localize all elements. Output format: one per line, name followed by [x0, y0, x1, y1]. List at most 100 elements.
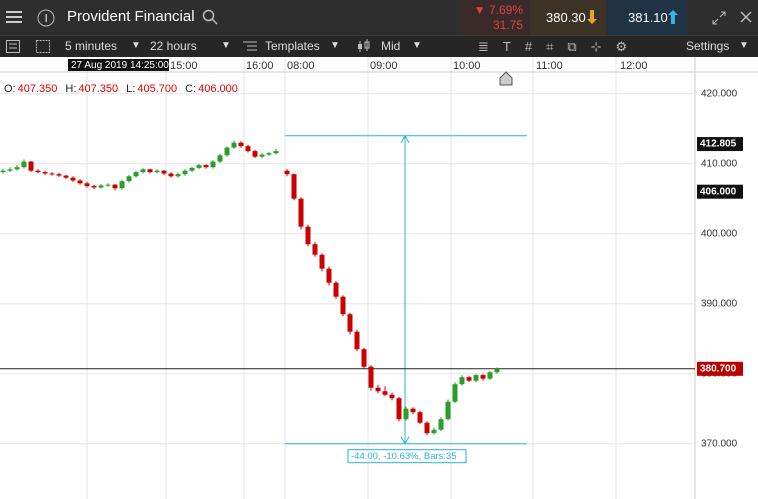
candle-body [431, 429, 437, 434]
candle-body [91, 186, 97, 188]
candle-body [112, 184, 118, 189]
time-label: 12:00 [620, 60, 648, 72]
time-label: 11:00 [536, 60, 563, 72]
candle-body [305, 226, 311, 245]
templates-icon[interactable] [243, 40, 257, 53]
candle-body [266, 153, 272, 155]
dropdown-arrow[interactable]: ▼ [412, 40, 422, 51]
candle-body [445, 401, 451, 420]
time-label: 10:00 [453, 60, 481, 72]
dropdown-arrow[interactable]: ▼ [330, 40, 340, 51]
candle-body [389, 394, 395, 399]
search-icon[interactable] [202, 9, 218, 25]
chart-toolbar: 5 minutes ▼ 22 hours ▼ Templates ▼ Mid ▼… [0, 35, 758, 57]
buy-price[interactable]: 381.10 [628, 10, 668, 25]
candle-body [284, 170, 290, 175]
candle-body [396, 398, 402, 420]
candle-body [291, 174, 297, 199]
candle-body [333, 282, 339, 297]
price-tag [697, 361, 743, 376]
candle-body [7, 169, 13, 171]
candle-body [368, 366, 374, 388]
candle-body [77, 180, 83, 184]
layout-icon[interactable] [36, 40, 50, 53]
candle-body [375, 387, 381, 392]
candle-body [224, 147, 230, 156]
menu-icon[interactable] [6, 10, 24, 24]
expand-icon[interactable] [711, 10, 727, 26]
candle-body [459, 377, 465, 385]
link-icon[interactable] [36, 8, 56, 28]
candle-body [49, 173, 55, 175]
templates-select[interactable]: Templates [265, 39, 320, 53]
candle-body [487, 372, 493, 379]
candle-body [245, 146, 251, 152]
price-tag-label: 412.805 [700, 139, 737, 150]
candle-body [298, 198, 304, 227]
candle-body [35, 170, 41, 173]
candle-body [161, 170, 167, 174]
y-tick-label: 410.000 [701, 158, 738, 169]
price-tag [697, 184, 743, 199]
ohlc-value: 406.000 [198, 83, 238, 95]
candle-body [238, 142, 244, 147]
candle-body [326, 268, 332, 283]
candle-body [147, 169, 153, 173]
price-type-select[interactable]: Mid [381, 39, 401, 53]
ohlc-key: O: [4, 83, 16, 95]
candle-body [403, 408, 409, 420]
candle-body [84, 183, 90, 187]
candle-body [252, 151, 258, 157]
instrument-name[interactable]: Provident Financial [67, 8, 195, 25]
candle-body [494, 368, 500, 373]
interval-select[interactable]: 5 minutes [65, 39, 118, 53]
candle-body [182, 170, 188, 175]
y-tick-label: 390.000 [701, 298, 738, 309]
candle-body [63, 175, 69, 178]
candle-body [133, 172, 139, 177]
candle-body [0, 170, 6, 173]
ohlc-key: L: [126, 83, 135, 95]
measure-label-box [347, 449, 467, 464]
dropdown-arrow[interactable]: ▼ [131, 40, 141, 51]
time-label: 08:00 [287, 60, 315, 72]
ohlc-key: C: [185, 83, 196, 95]
list-icon[interactable] [6, 40, 20, 53]
candle-body [175, 174, 181, 177]
time-label: 09:00 [370, 60, 398, 72]
candle-body [361, 349, 367, 367]
candle-body [21, 161, 27, 168]
price-type-icon[interactable] [357, 39, 373, 53]
change-pct: ▼ 7.69% [473, 3, 523, 17]
candle-body [319, 254, 325, 269]
candle-body [140, 169, 146, 173]
time-label: 16:00 [246, 60, 274, 72]
top-bar: Provident Financial ▼ 7.69% 31.75 380.30… [0, 0, 758, 35]
candle-body [466, 377, 472, 381]
dropdown-arrow[interactable]: ▼ [739, 40, 749, 51]
sell-price[interactable]: 380.30 [546, 10, 586, 25]
change-box [462, 0, 530, 35]
price-tag-label: 406.000 [700, 186, 737, 197]
dropdown-arrow[interactable]: ▼ [221, 40, 231, 51]
ohlc-key: H: [65, 83, 76, 95]
candle-body [354, 331, 360, 350]
candle-body [28, 161, 34, 171]
measure-label: -44.00, -10.63%, Bars:35 [351, 451, 457, 462]
y-tick-label: 420.000 [701, 88, 738, 99]
change-value: 31.75 [492, 18, 523, 32]
ohlc-value: 405.700 [137, 83, 177, 95]
ohlc-value: 407.350 [18, 83, 58, 95]
close-icon[interactable] [740, 11, 752, 23]
candle-body [98, 185, 104, 188]
tool-icons[interactable]: ≣T#⌗⧉⊹⚙ [478, 39, 642, 54]
settings-button[interactable]: Settings [686, 39, 730, 53]
candle-body [231, 142, 237, 148]
candle-body [312, 244, 318, 255]
y-tick-label: 370.000 [701, 438, 738, 449]
candle-body [382, 391, 388, 395]
candle-body [189, 167, 195, 171]
range-select[interactable]: 22 hours [150, 39, 197, 53]
buy-arrow [668, 10, 678, 24]
